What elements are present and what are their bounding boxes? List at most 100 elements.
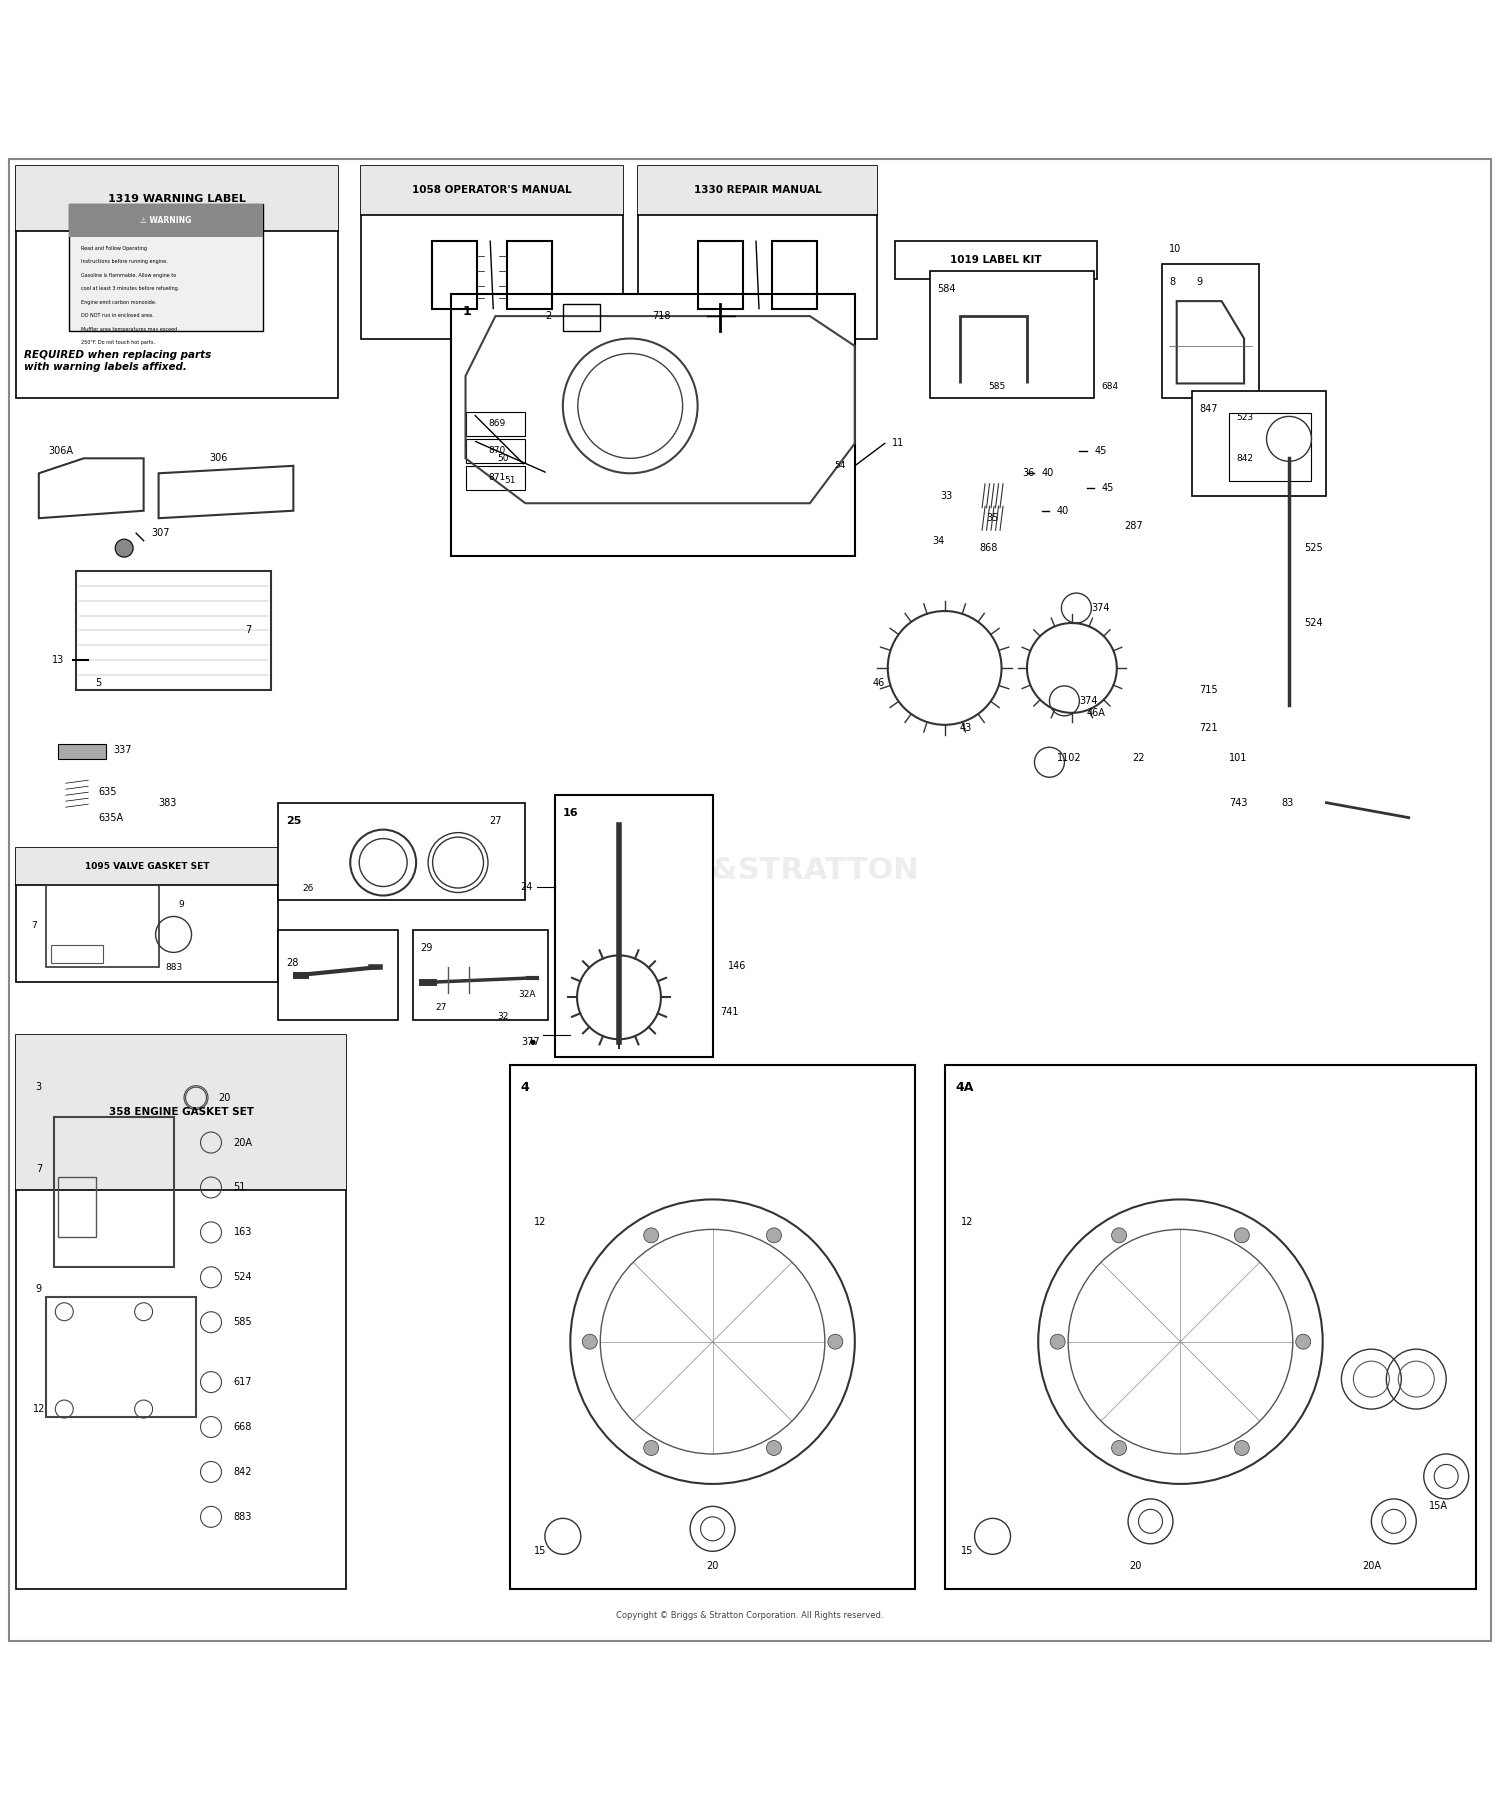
Text: 32A: 32A xyxy=(518,990,536,999)
Bar xyxy=(413,931,548,1021)
Bar xyxy=(46,886,159,967)
Text: 718: 718 xyxy=(652,311,670,320)
Text: 40: 40 xyxy=(1042,468,1054,479)
Text: 7: 7 xyxy=(246,625,252,635)
Text: 25: 25 xyxy=(286,815,302,826)
Text: 7: 7 xyxy=(36,1165,42,1175)
Text: REQUIRED when replacing parts
with warning labels affixed.: REQUIRED when replacing parts with warni… xyxy=(24,351,211,373)
Text: 163: 163 xyxy=(234,1228,252,1237)
Text: 4A: 4A xyxy=(956,1080,974,1094)
Text: 584: 584 xyxy=(938,284,956,293)
Text: 51: 51 xyxy=(234,1183,246,1192)
Bar xyxy=(69,203,264,331)
Text: 33: 33 xyxy=(940,491,952,500)
Text: 684: 684 xyxy=(1102,382,1119,391)
Bar xyxy=(279,931,398,1021)
Text: 46: 46 xyxy=(873,679,885,688)
Text: 668: 668 xyxy=(234,1422,252,1433)
Text: 1102: 1102 xyxy=(1058,752,1082,763)
Text: 358 ENGINE GASKET SET: 358 ENGINE GASKET SET xyxy=(108,1107,254,1118)
Text: 26: 26 xyxy=(303,884,313,893)
Text: 16: 16 xyxy=(562,808,579,819)
Text: cool at least 3 minutes before refueling.: cool at least 3 minutes before refueling… xyxy=(81,286,178,292)
Text: Read and Follow Operating: Read and Follow Operating xyxy=(81,247,147,250)
Text: 1095 VALVE GASKET SET: 1095 VALVE GASKET SET xyxy=(86,862,210,871)
Text: 374: 374 xyxy=(1080,697,1098,706)
Text: 715: 715 xyxy=(1198,686,1218,695)
Text: Gasoline is flammable. Allow engine to: Gasoline is flammable. Allow engine to xyxy=(81,272,176,277)
Text: 24: 24 xyxy=(520,882,532,891)
Text: Engine emit carbon monoxide.: Engine emit carbon monoxide. xyxy=(81,299,156,304)
Text: 585: 585 xyxy=(234,1318,252,1327)
Bar xyxy=(58,743,106,760)
Circle shape xyxy=(1234,1440,1250,1456)
Text: 9: 9 xyxy=(178,900,184,909)
Text: 842: 842 xyxy=(234,1467,252,1478)
Text: 20A: 20A xyxy=(1362,1561,1382,1571)
Text: 9: 9 xyxy=(1196,277,1202,286)
Text: 27: 27 xyxy=(489,815,501,826)
Circle shape xyxy=(1050,1334,1065,1350)
Text: 524: 524 xyxy=(1304,617,1323,628)
Text: 3: 3 xyxy=(36,1082,42,1093)
Text: BRIGGS&STRATTON: BRIGGS&STRATTON xyxy=(580,855,920,884)
Circle shape xyxy=(1112,1440,1126,1456)
Text: 45: 45 xyxy=(1102,482,1114,493)
Bar xyxy=(58,1177,96,1237)
Bar xyxy=(450,293,855,556)
Text: 721: 721 xyxy=(1198,724,1218,733)
Text: 12: 12 xyxy=(534,1217,546,1228)
Text: 523: 523 xyxy=(1236,414,1254,423)
Text: 15: 15 xyxy=(534,1546,546,1557)
Text: 45: 45 xyxy=(1095,446,1107,455)
Bar xyxy=(54,1118,174,1267)
Text: 374: 374 xyxy=(1092,603,1110,614)
Text: 35: 35 xyxy=(987,513,999,524)
Bar xyxy=(896,241,1098,279)
Text: 2: 2 xyxy=(544,311,550,320)
Text: 743: 743 xyxy=(1228,797,1248,808)
Text: 20: 20 xyxy=(219,1093,231,1103)
Circle shape xyxy=(766,1440,782,1456)
Text: 4: 4 xyxy=(520,1080,530,1094)
Text: 15A: 15A xyxy=(1430,1501,1448,1512)
Text: 883: 883 xyxy=(165,963,182,972)
Text: 383: 383 xyxy=(159,797,177,808)
Bar xyxy=(16,166,339,398)
Text: 869: 869 xyxy=(489,419,506,428)
Bar xyxy=(16,166,339,232)
Text: 1019 LABEL KIT: 1019 LABEL KIT xyxy=(951,256,1042,265)
Bar xyxy=(46,1296,196,1417)
Text: 635: 635 xyxy=(99,787,117,797)
Text: 585: 585 xyxy=(988,382,1005,391)
Text: 43: 43 xyxy=(960,724,972,733)
Text: Muffler area temperatures may exceed: Muffler area temperatures may exceed xyxy=(81,326,177,331)
Text: 12: 12 xyxy=(33,1404,45,1415)
Text: Copyright © Briggs & Stratton Corporation. All Rights reserved.: Copyright © Briggs & Stratton Corporatio… xyxy=(616,1611,884,1620)
Text: 377: 377 xyxy=(522,1037,540,1048)
Text: 12: 12 xyxy=(962,1217,974,1228)
Text: 28: 28 xyxy=(286,958,298,968)
Text: 20: 20 xyxy=(1130,1561,1142,1571)
Text: 40: 40 xyxy=(1058,506,1070,517)
Text: 250°F. Do not touch hot parts.: 250°F. Do not touch hot parts. xyxy=(81,340,154,346)
Text: 307: 307 xyxy=(152,527,170,538)
Circle shape xyxy=(1234,1228,1250,1242)
Text: 51: 51 xyxy=(504,477,516,486)
Text: 5: 5 xyxy=(96,679,102,688)
Text: 306A: 306A xyxy=(50,446,74,455)
Circle shape xyxy=(1112,1228,1126,1242)
Text: 34: 34 xyxy=(933,536,945,545)
Text: ⚠ WARNING: ⚠ WARNING xyxy=(141,216,192,225)
Text: 287: 287 xyxy=(1125,520,1143,531)
Text: 1330 REPAIR MANUAL: 1330 REPAIR MANUAL xyxy=(693,185,822,196)
Circle shape xyxy=(582,1334,597,1350)
Bar xyxy=(930,272,1095,398)
Text: 306: 306 xyxy=(210,454,228,463)
Text: ●: ● xyxy=(530,1039,536,1046)
Circle shape xyxy=(828,1334,843,1350)
Bar xyxy=(1228,414,1311,481)
Circle shape xyxy=(644,1440,658,1456)
Text: 868: 868 xyxy=(980,544,998,553)
Text: 8: 8 xyxy=(1168,277,1176,286)
